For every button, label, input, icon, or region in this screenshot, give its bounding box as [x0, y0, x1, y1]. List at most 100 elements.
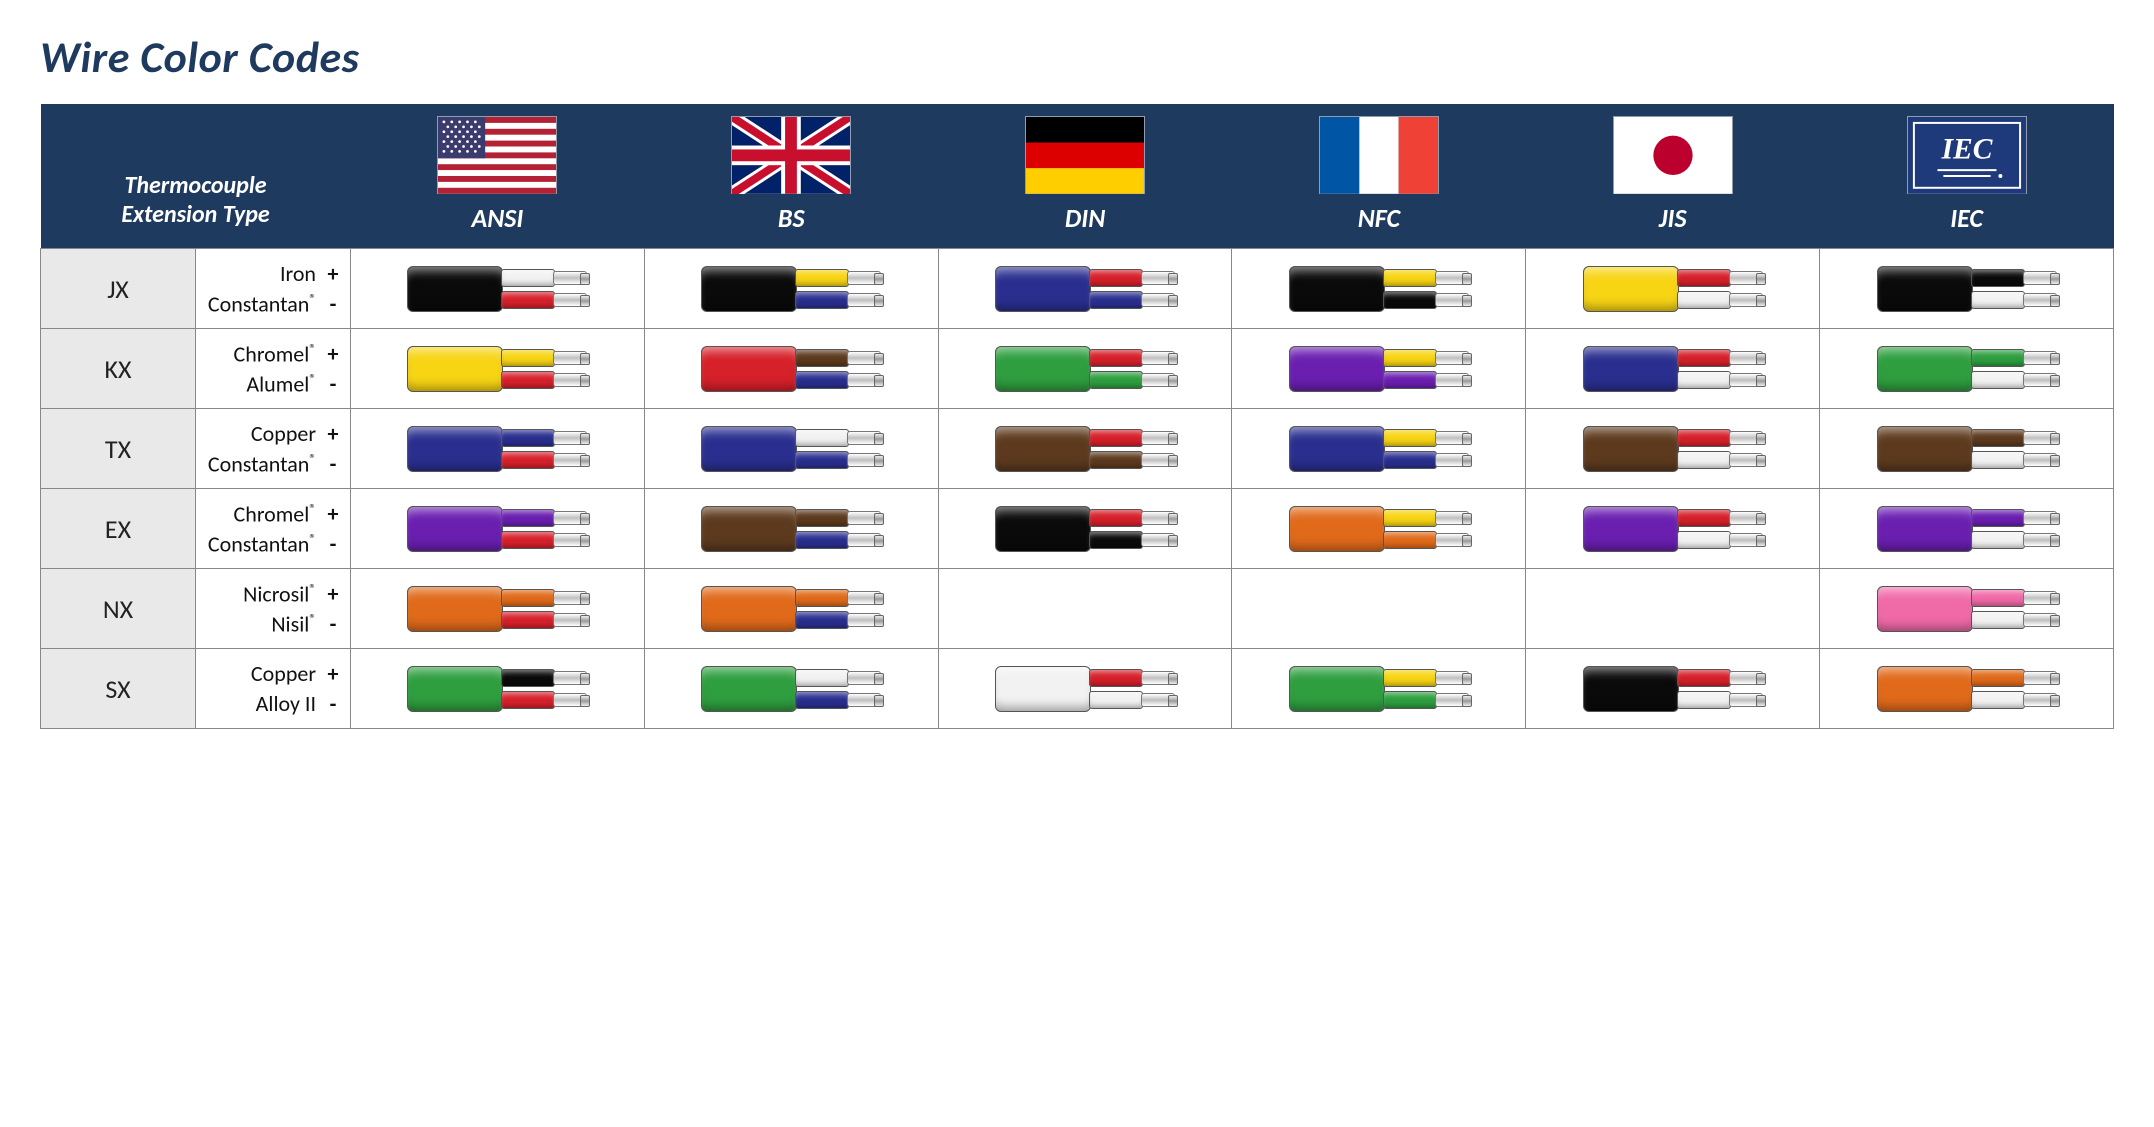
- svg-text:IEC: IEC: [1940, 133, 1992, 165]
- wire-icon: [407, 426, 587, 472]
- wire-cell: [1820, 569, 2114, 649]
- wire-icon: [995, 346, 1175, 392]
- wire-icon: [995, 266, 1175, 312]
- wire-cell: [644, 409, 938, 489]
- wire-icon: [407, 666, 587, 712]
- minus-sign: -: [326, 370, 340, 397]
- material-cell: Copper+Alloy II-: [196, 649, 351, 729]
- wire-icon: [1877, 346, 2057, 392]
- wire-icon: [1289, 666, 1469, 712]
- wire-cell: [351, 569, 645, 649]
- table-row: TXCopper+Constantan®-: [41, 409, 2114, 489]
- wire-icon: [701, 506, 881, 552]
- type-code: KX: [41, 329, 196, 409]
- wire-icon: [995, 666, 1175, 712]
- standard-header-iec: IEC IEC: [1820, 104, 2114, 249]
- wire-icon: [1583, 666, 1763, 712]
- wire-icon: [1289, 506, 1469, 552]
- wire-icon: [1877, 426, 2057, 472]
- neg-material: Alumel®: [246, 370, 316, 397]
- wire-cell: [1232, 649, 1526, 729]
- minus-sign: -: [326, 530, 340, 557]
- wire-icon: [1877, 586, 2057, 632]
- wire-icon: [1583, 266, 1763, 312]
- wire-color-table: Thermocouple Extension Type ANSI BS DIN …: [40, 104, 2114, 729]
- wire-icon: [1289, 426, 1469, 472]
- wire-icon: [1583, 346, 1763, 392]
- material-cell: Nicrosil®+Nisil®-: [196, 569, 351, 649]
- wire-cell: [1526, 249, 1820, 329]
- table-row: JXIron+Constantan®-: [41, 249, 2114, 329]
- standard-header-bs: BS: [644, 104, 938, 249]
- wire-cell: [1526, 489, 1820, 569]
- wire-cell: [1232, 329, 1526, 409]
- pos-material: Copper: [251, 660, 316, 687]
- material-cell: Copper+Constantan®-: [196, 409, 351, 489]
- wire-icon: [407, 506, 587, 552]
- wire-icon: [701, 586, 881, 632]
- wire-cell: [1526, 409, 1820, 489]
- material-cell: Chromel® + Alumel®-: [196, 329, 351, 409]
- wire-icon: [995, 426, 1175, 472]
- wire-icon: [1583, 426, 1763, 472]
- table-row: SXCopper+Alloy II-: [41, 649, 2114, 729]
- neg-material: Constantan®: [208, 530, 316, 557]
- wire-icon: [701, 266, 881, 312]
- standard-code: JIS: [1659, 202, 1687, 234]
- flag-jp-icon: [1613, 116, 1733, 194]
- wire-cell: [1820, 249, 2114, 329]
- wire-icon: [407, 586, 587, 632]
- standard-code: IEC: [1950, 202, 1983, 234]
- type-code: JX: [41, 249, 196, 329]
- standard-header-jis: JIS: [1526, 104, 1820, 249]
- table-row: EX Chromel® + Constantan®-: [41, 489, 2114, 569]
- neg-material: Constantan®: [208, 290, 316, 317]
- material-cell: Iron+Constantan®-: [196, 249, 351, 329]
- standard-header-ansi: ANSI: [351, 104, 645, 249]
- wire-cell: [938, 249, 1232, 329]
- wire-cell: [1526, 649, 1820, 729]
- neg-material: Alloy II: [256, 690, 316, 717]
- minus-sign: -: [326, 690, 340, 717]
- plus-sign: +: [326, 340, 340, 367]
- wire-cell: [938, 649, 1232, 729]
- pos-material: Chromel®: [234, 500, 316, 527]
- wire-cell: [644, 329, 938, 409]
- wire-icon: [1289, 346, 1469, 392]
- type-code: TX: [41, 409, 196, 489]
- plus-sign: +: [326, 420, 340, 447]
- wire-icon: [407, 266, 587, 312]
- wire-cell: [938, 489, 1232, 569]
- standard-header-din: DIN: [938, 104, 1232, 249]
- flag-uk-icon: [731, 116, 851, 194]
- type-code: NX: [41, 569, 196, 649]
- wire-icon: [701, 666, 881, 712]
- plus-sign: +: [326, 500, 340, 527]
- wire-cell: [1526, 569, 1820, 649]
- row-header-label: Thermocouple Extension Type: [41, 104, 351, 249]
- type-code: SX: [41, 649, 196, 729]
- wire-cell: [351, 249, 645, 329]
- pos-material: Iron: [280, 260, 316, 287]
- neg-material: Nisil®: [271, 610, 316, 637]
- wire-icon: [701, 346, 881, 392]
- wire-cell: [1232, 489, 1526, 569]
- wire-icon: [407, 346, 587, 392]
- page-title: Wire Color Codes: [40, 30, 2114, 84]
- flag-us-icon: [437, 116, 557, 194]
- wire-icon: [995, 506, 1175, 552]
- pos-material: Chromel®: [234, 340, 316, 367]
- wire-icon: [1877, 506, 2057, 552]
- wire-cell: [351, 329, 645, 409]
- wire-cell: [1232, 249, 1526, 329]
- neg-material: Constantan®: [208, 450, 316, 477]
- wire-cell: [644, 569, 938, 649]
- wire-cell: [1820, 329, 2114, 409]
- wire-cell: [1232, 409, 1526, 489]
- wire-cell: [1820, 489, 2114, 569]
- type-code: EX: [41, 489, 196, 569]
- standard-code: DIN: [1065, 202, 1105, 234]
- minus-sign: -: [326, 450, 340, 477]
- flag-fr-icon: [1319, 116, 1439, 194]
- standard-code: BS: [778, 202, 805, 234]
